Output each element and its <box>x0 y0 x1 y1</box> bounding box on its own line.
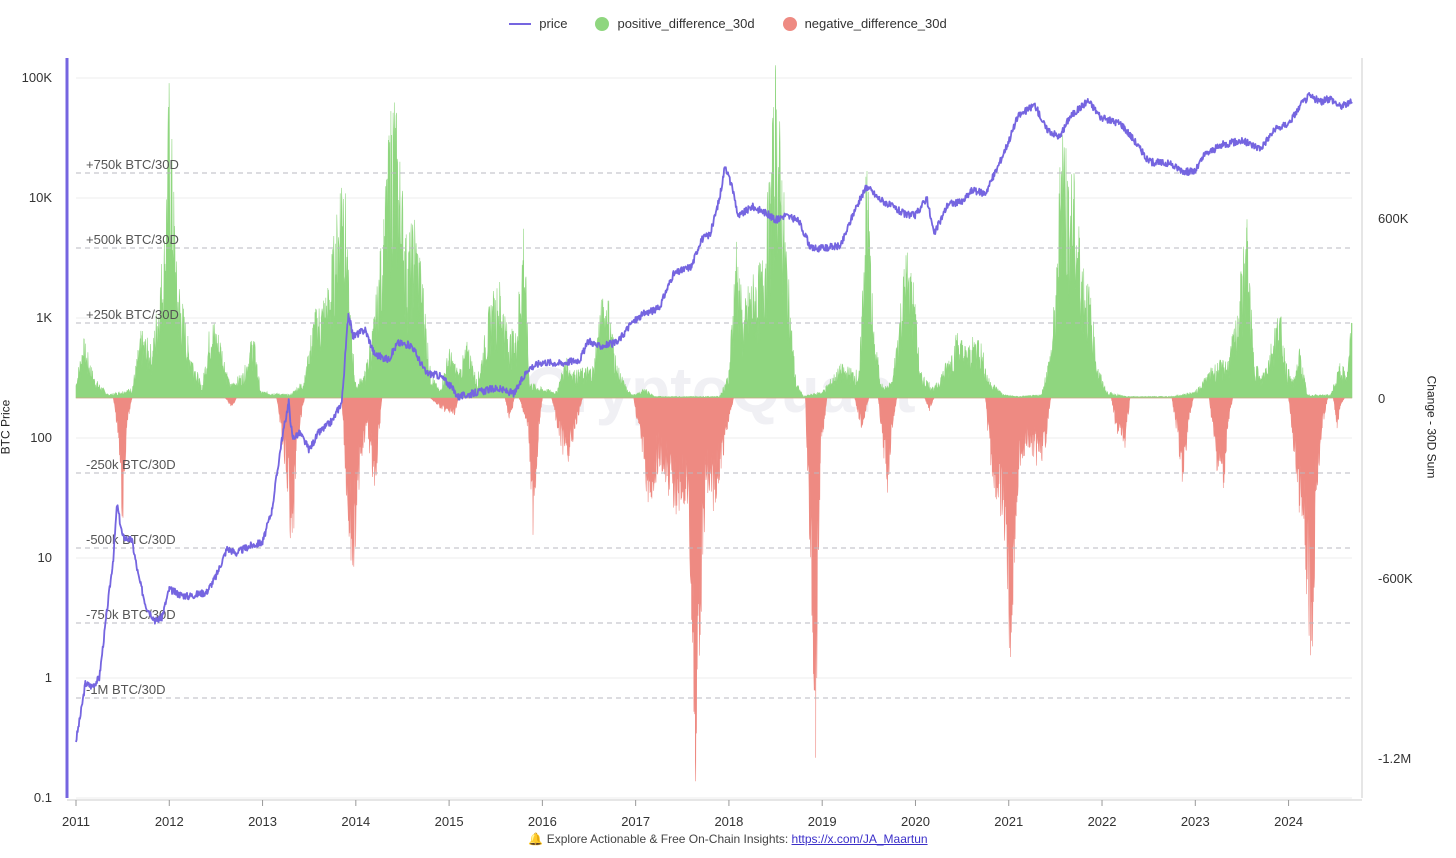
x-tick-label: 2023 <box>1181 814 1210 829</box>
axis-layer: 0.1 1 10 100 1K 10K 100K 600K 0 -600K -1.2M 2011 201… <box>22 58 1413 829</box>
right-tick-label: -600K <box>1378 571 1413 586</box>
right-tick-label: -1.2M <box>1378 751 1411 766</box>
reference-label: +750k BTC/30D <box>86 157 179 172</box>
x-tick-label: 2016 <box>528 814 557 829</box>
x-tick-label: 2019 <box>808 814 837 829</box>
left-axis-title: BTC Price <box>0 399 13 455</box>
right-tick-label: 0 <box>1378 391 1385 406</box>
legend-label-price: price <box>539 16 568 31</box>
negative-difference-area <box>76 397 1352 782</box>
x-tick-label: 2024 <box>1274 814 1303 829</box>
green-dot-icon <box>595 16 610 31</box>
right-tick-label: 600K <box>1378 211 1409 226</box>
legend-item-price[interactable]: price <box>509 16 567 31</box>
left-tick-label: 100 <box>30 430 52 445</box>
price-layer <box>75 92 1353 743</box>
bars-layer <box>75 65 1353 782</box>
left-tick-label: 0.1 <box>34 790 52 805</box>
x-tick-label: 2014 <box>341 814 370 829</box>
left-tick-label: 1K <box>36 310 52 325</box>
reference-label: +250k BTC/30D <box>86 307 179 322</box>
legend-label-positive: positive_difference_30d <box>617 16 755 31</box>
legend-label-negative: negative_difference_30d <box>804 16 947 31</box>
x-tick-label: 2020 <box>901 814 930 829</box>
left-tick-label: 10K <box>29 190 52 205</box>
x-tick-label: 2017 <box>621 814 650 829</box>
footer: 🔔 Explore Actionable & Free On-Chain Ins… <box>0 832 1456 846</box>
x-tick-label: 2018 <box>714 814 743 829</box>
bell-icon: 🔔 <box>528 832 544 846</box>
x-tick-label: 2021 <box>994 814 1023 829</box>
legend-item-negative[interactable]: negative_difference_30d <box>782 16 947 31</box>
right-axis-title: Change - 30D Sum <box>1424 375 1439 479</box>
x-tick-label: 2012 <box>155 814 184 829</box>
positive-difference-area <box>75 65 1353 399</box>
left-tick-label: 1 <box>45 670 52 685</box>
reference-label: -250k BTC/30D <box>86 457 176 472</box>
footer-text: Explore Actionable & Free On-Chain Insig… <box>546 832 792 846</box>
reference-label: +500k BTC/30D <box>86 232 179 247</box>
red-dot-icon <box>782 16 797 31</box>
x-tick-label: 2022 <box>1088 814 1117 829</box>
x-tick-label: 2013 <box>248 814 277 829</box>
footer-link[interactable]: https://x.com/JA_Maartun <box>791 832 928 846</box>
price-line <box>75 92 1353 743</box>
x-tick-label: 2015 <box>435 814 464 829</box>
reference-label: -1M BTC/30D <box>86 682 165 697</box>
legend: price positive_difference_30d negative_d… <box>0 16 1456 31</box>
left-tick-label: 10 <box>38 550 52 565</box>
legend-item-positive[interactable]: positive_difference_30d <box>595 16 755 31</box>
x-tick-label: 2011 <box>62 814 90 829</box>
left-tick-label: 100K <box>22 70 53 85</box>
price-line-icon <box>509 22 532 25</box>
